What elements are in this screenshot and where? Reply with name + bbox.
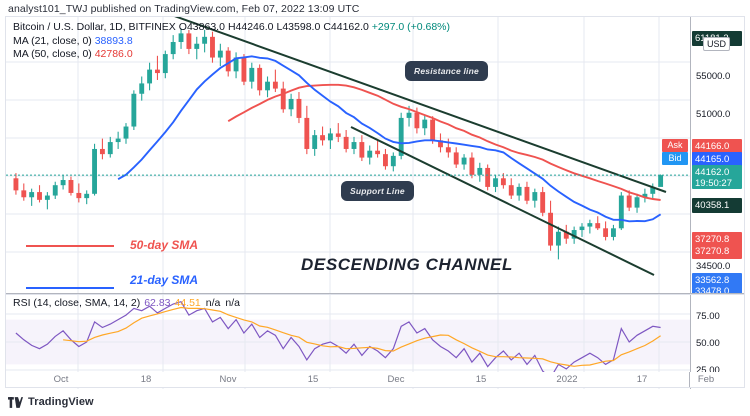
time-axis[interactable]: Oct 18 Nov 15 Dec 15 2022 17 Feb xyxy=(5,372,745,388)
rsi-tick-50: 50.00 xyxy=(696,338,720,349)
bar-countdown-value: 19:50:27 xyxy=(695,178,732,189)
pane-separator[interactable] xyxy=(6,293,744,294)
tradingview-logo-icon xyxy=(8,396,23,408)
footer-brand: TradingView xyxy=(28,396,94,408)
rsi-tick-25: 25.00 xyxy=(696,365,720,376)
ask-price-badge: 44166.0 xyxy=(692,139,742,154)
ask-tag: Ask xyxy=(662,139,688,152)
resistance-line-callout[interactable]: Resistance line xyxy=(405,61,488,81)
time-tick-18: 18 xyxy=(140,374,152,385)
last-price-badge: 44162.0 19:50:27 xyxy=(692,165,742,189)
sma50-legend-label: 50-day SMA xyxy=(130,238,199,252)
sma21-legend-label: 21-day SMA xyxy=(130,273,199,287)
sma21-legend-line xyxy=(26,287,114,289)
time-tick-oct: Oct xyxy=(53,374,69,385)
rsi-sma-value: 44.51 xyxy=(174,297,201,309)
bid-price-badge: 44165.0 xyxy=(692,152,742,167)
footer: TradingView xyxy=(8,396,94,408)
price-plot-area[interactable] xyxy=(6,17,690,293)
rsi-na-1: n/a xyxy=(205,297,221,309)
rsi-label: RSI (14, close, SMA, 14, 2) xyxy=(13,297,141,309)
rsi-value: 62.83 xyxy=(144,297,171,309)
time-axis-divider xyxy=(689,372,690,387)
price-tick-51000: 51000.0 xyxy=(696,109,731,120)
price-scale[interactable]: USD 61181.3 55000.0 51000.0 44166.0 4416… xyxy=(690,17,744,293)
rsi-na-2: n/a xyxy=(225,297,240,309)
ma50-value-badge-2: 37270.8 xyxy=(692,244,742,259)
attribution-text: analyst101_TWJ published on TradingView.… xyxy=(8,3,360,15)
time-tick-15-2: 15 xyxy=(475,374,487,385)
price-tick-55000: 55000.0 xyxy=(696,71,731,82)
rsi-legend[interactable]: RSI (14, close, SMA, 14, 2) 62.83 44.51 n/a… xyxy=(13,297,240,309)
support-line-callout[interactable]: Support Line xyxy=(341,181,414,201)
last-price-value: 44162.0 xyxy=(695,167,730,178)
ma21-value-badge-2: 33478.0 xyxy=(692,284,742,293)
currency-chip[interactable]: USD xyxy=(703,37,731,51)
ma50-value-badge: 37270.8 xyxy=(692,232,742,247)
descending-channel-label: DESCENDING CHANNEL xyxy=(301,255,513,274)
price-pane[interactable]: Bitcoin / U.S. Dollar, 1D, BITFINEX O4386… xyxy=(6,17,744,293)
bid-tag: Bid xyxy=(662,152,688,165)
sma50-legend-line xyxy=(26,245,114,247)
chart-frame: Bitcoin / U.S. Dollar, 1D, BITFINEX O4386… xyxy=(5,16,745,389)
low-marker-badge: 40358.1 xyxy=(692,198,742,213)
price-chart-svg xyxy=(6,17,690,293)
time-tick-feb: Feb xyxy=(697,374,715,385)
time-tick-2022: 2022 xyxy=(556,374,578,385)
time-tick-15: 15 xyxy=(307,374,319,385)
price-tick-34500: 34500.0 xyxy=(696,261,731,272)
rsi-tick-75: 75.00 xyxy=(696,311,720,322)
time-tick-nov: Nov xyxy=(219,374,237,385)
time-tick-17: 17 xyxy=(636,374,648,385)
time-tick-dec: Dec xyxy=(387,374,405,385)
